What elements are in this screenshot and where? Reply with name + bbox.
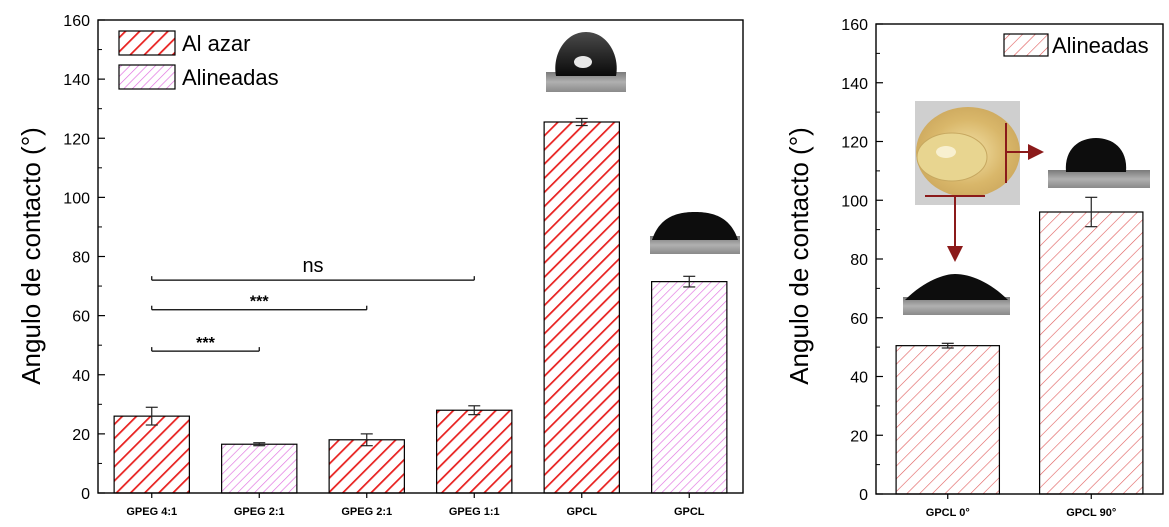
right-y-tick-label: 80 (850, 252, 868, 269)
left-bar-chart: *** *** ns 0 20 40 60 80 100 120 140 160 GPEG 4:1 GP… (16, 13, 744, 518)
left-y-axis-title: Angulo de contacto (°) (16, 127, 46, 385)
left-y-tick-label: 0 (81, 486, 90, 503)
left-legend-label: Alineadas (182, 65, 279, 90)
right-legend-swatch (1003, 33, 1049, 57)
left-y-tick-label: 20 (72, 427, 90, 444)
left-x-tick-label: GPCL (566, 506, 597, 518)
left-plot-frame (97, 19, 744, 494)
right-y-tick-label: 0 (859, 487, 868, 504)
right-x-tick-label: GPCL 90° (1066, 507, 1116, 519)
right-bar-chart: 0 20 40 60 80 100 120 140 160 GPCL 0° GPCL 90° Ali… (784, 17, 1164, 519)
right-y-tick-label: 60 (850, 311, 868, 328)
left-legend-label: Al azar (182, 31, 250, 56)
left-x-tick-label: GPEG 1:1 (449, 506, 500, 518)
right-y-tick-label: 100 (841, 193, 868, 210)
left-y-tick-label: 120 (63, 131, 90, 148)
droplet-photo-90 (1048, 138, 1150, 188)
left-y-tick-label: 80 (72, 250, 90, 267)
left-y-tick-label: 160 (63, 13, 90, 30)
left-x-tick-label: GPEG 2:1 (341, 506, 392, 518)
left-y-tick-label: 60 (72, 309, 90, 326)
droplet-photo-gpcl-aligned (650, 212, 740, 254)
left-legend-swatch (118, 64, 176, 90)
left-bar (436, 409, 513, 494)
left-x-tick-label: GPEG 4:1 (126, 506, 177, 518)
droplet-photo-gpcl-random (546, 32, 626, 92)
left-legend-swatch (118, 30, 176, 56)
left-bar (221, 443, 298, 494)
left-bar (543, 121, 620, 494)
significance-label: *** (196, 335, 215, 352)
droplet-photo-0 (903, 274, 1010, 315)
left-y-tick-label: 140 (63, 72, 90, 89)
right-y-tick-label: 40 (850, 370, 868, 387)
left-x-tick-label: GPCL (674, 506, 705, 518)
left-bar (113, 415, 190, 494)
right-y-axis-title: Angulo de contacto (°) (784, 127, 814, 385)
right-y-tick-label: 160 (841, 17, 868, 34)
significance-label: *** (250, 294, 269, 311)
right-y-tick-label: 140 (841, 76, 868, 93)
right-bar (895, 345, 1001, 495)
right-y-tick-label: 120 (841, 135, 868, 152)
left-bar (328, 439, 405, 494)
left-bar (651, 281, 728, 494)
left-x-tick-label: GPEG 2:1 (234, 506, 285, 518)
sample-photo (915, 101, 1020, 205)
left-y-tick-label: 40 (72, 368, 90, 385)
right-bar (1038, 211, 1144, 495)
left-y-tick-label: 100 (63, 190, 90, 207)
right-x-tick-label: GPCL 0° (926, 507, 970, 519)
right-legend-label: Alineadas (1052, 33, 1149, 58)
right-y-tick-label: 20 (850, 428, 868, 445)
significance-label: ns (302, 255, 323, 277)
